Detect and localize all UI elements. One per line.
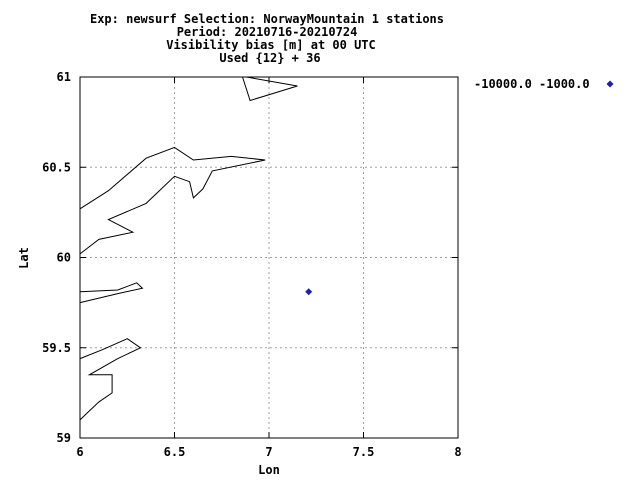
y-axis-label: Lat — [17, 247, 31, 269]
coastline — [242, 76, 298, 102]
y-tick-label: 60 — [57, 251, 71, 265]
header-line-4: Used {12} + 36 — [219, 51, 320, 65]
coastline — [79, 282, 144, 304]
coastline — [79, 338, 142, 421]
x-tick-label: 7 — [265, 445, 272, 459]
x-tick-label: 6.5 — [164, 445, 186, 459]
y-tick-label: 59.5 — [42, 341, 71, 355]
legend-marker — [606, 80, 614, 88]
header-line-2: Period: 20210716-20210724 — [177, 25, 358, 39]
x-tick-label: 8 — [454, 445, 461, 459]
header-line-1: Exp: newsurf Selection: NorwayMountain 1… — [90, 12, 444, 26]
y-tick-label: 61 — [57, 70, 71, 84]
y-axis-ticks: 59 59.5 60 60.5 61 — [42, 70, 458, 445]
x-axis-label: Lon — [258, 463, 280, 477]
grid — [80, 77, 458, 438]
data-points — [305, 288, 313, 296]
y-tick-label: 59 — [57, 431, 71, 445]
data-point — [305, 288, 313, 296]
legend-label: -10000.0 -1000.0 — [474, 77, 590, 91]
x-axis-ticks: 6 6.5 7 7.5 8 — [76, 77, 462, 459]
legend: -10000.0 -1000.0 — [474, 77, 614, 91]
x-tick-label: 7.5 — [353, 445, 375, 459]
coastline — [79, 146, 266, 255]
coastline-layer — [79, 76, 298, 421]
x-tick-label: 6 — [76, 445, 83, 459]
header-line-3: Visibility bias [m] at 00 UTC — [166, 38, 376, 52]
y-tick-label: 60.5 — [42, 160, 71, 174]
